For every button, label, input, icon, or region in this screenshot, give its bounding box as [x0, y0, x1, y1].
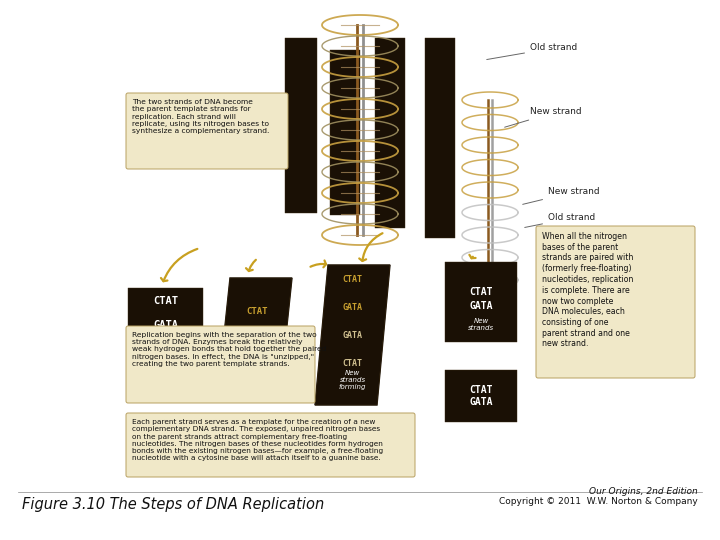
Text: CTAT: CTAT [246, 307, 268, 316]
Text: New strand: New strand [505, 107, 582, 127]
FancyBboxPatch shape [375, 38, 405, 228]
FancyBboxPatch shape [425, 38, 455, 238]
FancyBboxPatch shape [445, 370, 517, 422]
Text: CTAT: CTAT [469, 385, 492, 395]
Text: Copyright © 2011  W.W. Norton & Company: Copyright © 2011 W.W. Norton & Company [499, 497, 698, 506]
Text: The two strands of DNA become
the parent template strands for
replication. Each : The two strands of DNA become the parent… [132, 99, 269, 134]
Text: Replication begins with the separation of the two
strands of DNA. Enzymes break : Replication begins with the separation o… [132, 332, 326, 367]
FancyBboxPatch shape [128, 288, 203, 338]
Text: CTAT: CTAT [153, 295, 178, 306]
Text: CTAT: CTAT [469, 287, 492, 298]
Text: CTAT: CTAT [343, 359, 362, 368]
FancyBboxPatch shape [126, 413, 415, 477]
FancyBboxPatch shape [285, 38, 317, 213]
FancyBboxPatch shape [126, 326, 315, 403]
Text: GATA: GATA [343, 302, 362, 312]
FancyBboxPatch shape [330, 50, 360, 215]
Polygon shape [315, 265, 390, 405]
Text: Figure 3.10 The Steps of DNA Replication: Figure 3.10 The Steps of DNA Replication [22, 496, 324, 511]
Text: New
strands
forming: New strands forming [338, 370, 366, 390]
Text: When all the nitrogen
bases of the parent
strands are paired with
(formerly free: When all the nitrogen bases of the paren… [542, 232, 634, 348]
Text: GATA: GATA [246, 326, 268, 335]
Text: Old strand: Old strand [487, 44, 577, 59]
Text: GATA: GATA [469, 301, 492, 311]
Text: Old strand: Old strand [525, 213, 595, 227]
Text: CTAT: CTAT [343, 274, 362, 284]
Text: Our Origins, 2nd Edition: Our Origins, 2nd Edition [589, 487, 698, 496]
FancyBboxPatch shape [445, 262, 517, 342]
Text: GATA: GATA [343, 330, 362, 340]
FancyBboxPatch shape [536, 226, 695, 378]
Polygon shape [220, 278, 292, 373]
Text: GATA: GATA [469, 397, 492, 407]
Text: GATA: GATA [153, 321, 178, 330]
FancyBboxPatch shape [126, 93, 288, 169]
Text: Each parent strand serves as a template for the creation of a new
complementary : Each parent strand serves as a template … [132, 419, 383, 461]
Text: New
strands: New strands [468, 318, 494, 331]
Text: New strand: New strand [523, 187, 600, 204]
